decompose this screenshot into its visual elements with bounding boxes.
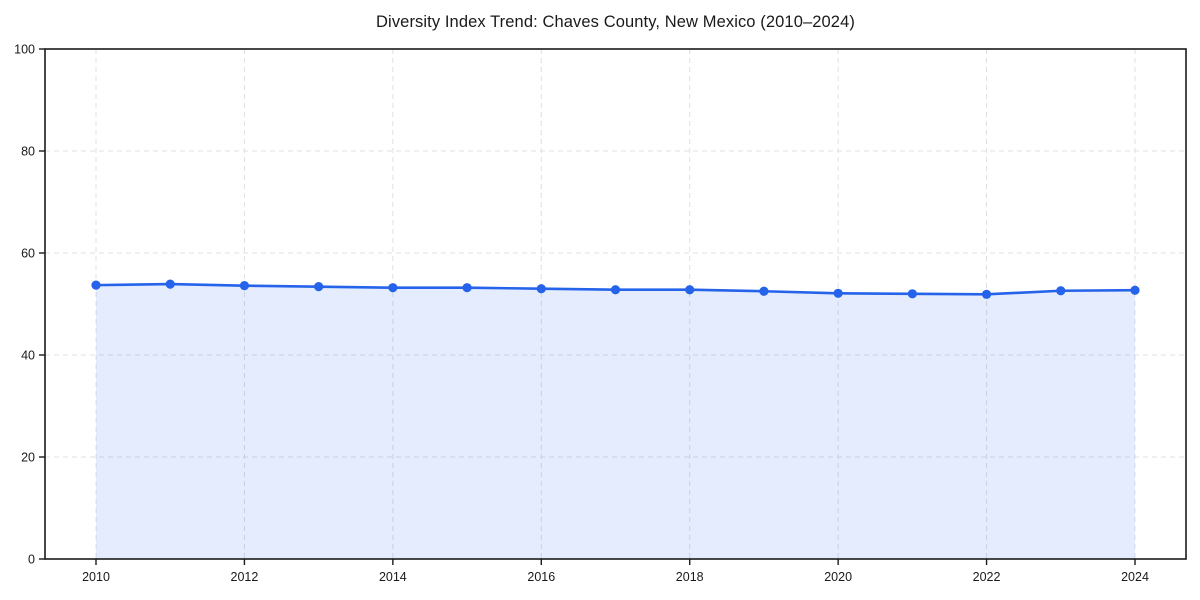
data-point: [833, 288, 843, 298]
data-point: [685, 285, 695, 295]
x-tick-label: 2022: [973, 570, 1001, 584]
series-area-fill: [96, 284, 1135, 559]
y-tick-label: 20: [21, 451, 35, 465]
data-point: [91, 280, 101, 290]
series-markers: [91, 279, 1140, 299]
data-point: [314, 282, 324, 292]
data-point: [759, 286, 769, 296]
data-point: [1056, 286, 1066, 296]
y-tick-label: 100: [14, 43, 35, 57]
data-point: [1130, 285, 1140, 295]
gridlines: [45, 48, 1186, 560]
data-point: [907, 289, 917, 299]
x-tick-label: 2012: [231, 570, 259, 584]
data-point: [239, 281, 250, 291]
y-tick-label: 80: [21, 145, 35, 159]
data-point: [536, 284, 546, 294]
data-point: [981, 289, 992, 299]
data-point: [610, 285, 621, 295]
x-tick-label: 2010: [82, 570, 110, 584]
chart-title: Diversity Index Trend: Chaves County, Ne…: [376, 13, 855, 31]
plot-frame: [44, 48, 1187, 560]
x-tick-label: 2024: [1121, 570, 1149, 584]
y-tick-label: 0: [28, 553, 35, 567]
x-tick-label: 2020: [824, 570, 852, 584]
axes: 0 20 40 60 80 100 2010 2012 2014 2016 2018 2020 2022…: [14, 43, 1149, 585]
y-tick-label: 40: [21, 349, 35, 363]
x-tick-label: 2016: [527, 570, 555, 584]
x-tick-label: 2018: [676, 570, 704, 584]
data-point: [388, 283, 398, 293]
data-point: [165, 279, 175, 289]
data-point: [462, 283, 472, 293]
y-tick-label: 60: [21, 247, 35, 261]
x-tick-label: 2014: [379, 570, 407, 584]
